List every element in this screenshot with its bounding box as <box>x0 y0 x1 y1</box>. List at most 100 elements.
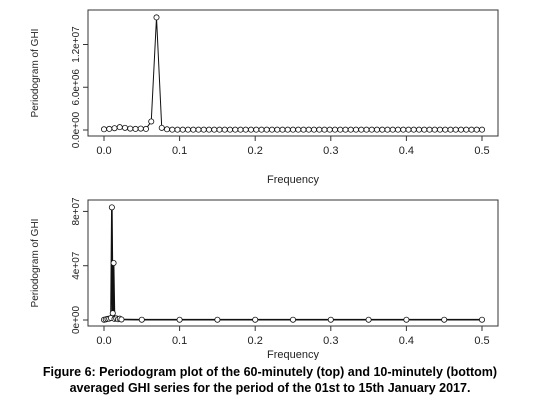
top-data-point <box>321 126 328 133</box>
top-x-ticks: 0.0 0.1 0.2 0.3 0.4 0.5 <box>96 136 490 157</box>
bottom-x-tick-label: 0.3 <box>323 335 338 347</box>
top-data-point <box>442 126 449 133</box>
caption-line-2: averaged GHI series for the period of th… <box>69 381 471 395</box>
top-data-point <box>310 126 317 133</box>
top-data-point <box>116 124 123 131</box>
top-data-point <box>274 126 281 133</box>
bottom-data-point <box>108 204 115 211</box>
top-data-point <box>295 126 302 133</box>
top-data-point <box>342 126 349 133</box>
top-data-point <box>253 126 260 133</box>
bottom-x-tick-label: 0.4 <box>399 335 414 347</box>
top-x-tick-label: 0.1 <box>172 145 187 157</box>
top-x-axis-label: Frequency <box>267 174 319 186</box>
bottom-data-point <box>478 316 485 323</box>
top-plot-frame <box>87 9 499 137</box>
top-x-tick-label: 0.5 <box>474 145 489 157</box>
top-data-point <box>106 125 113 132</box>
top-data-point <box>363 126 370 133</box>
top-data-point <box>400 126 407 133</box>
top-data-point <box>447 126 454 133</box>
top-data-point <box>326 126 333 133</box>
top-data-point <box>347 126 354 133</box>
top-data-point <box>232 126 239 133</box>
top-data-point <box>226 126 233 133</box>
figure-caption: Figure 6: Periodogram plot of the 60-min… <box>0 364 540 396</box>
bottom-x-tick-label: 0.1 <box>172 335 187 347</box>
bottom-data-point <box>289 316 296 323</box>
top-y-tick-label: 1.2e+07 <box>71 26 82 63</box>
top-data-point <box>331 126 338 133</box>
top-data-point <box>268 126 275 133</box>
top-data-point <box>305 126 312 133</box>
top-data-point <box>184 126 191 133</box>
bottom-x-tick-label: 0.0 <box>96 335 111 347</box>
top-x-tick-label: 0.4 <box>399 145 414 157</box>
bottom-data-point <box>110 259 117 266</box>
top-data-point <box>379 126 386 133</box>
top-data-point <box>473 126 480 133</box>
top-data-point <box>394 126 401 133</box>
top-data-point <box>205 126 212 133</box>
top-data-point <box>163 126 170 133</box>
figure-canvas: Periodogram of GHI Frequency 0.0 0.1 0.2 0.… <box>30 9 499 360</box>
top-data-point <box>426 126 433 133</box>
top-data-point <box>405 126 412 133</box>
top-periodogram-panel: Periodogram of GHI Frequency 0.0 0.1 0.2 0.… <box>30 9 499 186</box>
top-data-point <box>148 118 155 125</box>
top-y-tick-label: 0.0e+00 <box>71 111 82 148</box>
top-data-point <box>153 14 160 21</box>
bottom-data-point <box>214 316 221 323</box>
top-data-point <box>384 126 391 133</box>
bottom-data-point <box>109 310 116 317</box>
bottom-data-point <box>138 316 145 323</box>
caption-line-1: Figure 6: Periodogram plot of the 60-min… <box>42 365 498 379</box>
top-data-point <box>200 126 207 133</box>
top-series-line <box>103 17 482 131</box>
top-data-point <box>421 126 428 133</box>
bottom-x-tick-label: 0.2 <box>248 335 263 347</box>
bottom-x-axis-label: Frequency <box>267 349 319 360</box>
top-data-point <box>111 125 118 132</box>
top-data-point <box>463 126 470 133</box>
bottom-data-point <box>327 316 334 323</box>
top-data-point <box>289 126 296 133</box>
bottom-y-tick-label: 0e+00 <box>71 306 82 335</box>
bottom-series <box>101 204 485 323</box>
bottom-y-axis-label: Periodogram of GHI <box>30 219 41 308</box>
top-data-point <box>211 126 218 133</box>
top-y-ticks: 0.0e+00 6.0e+06 1.2e+07 <box>71 26 88 148</box>
top-data-point <box>137 125 144 132</box>
bottom-plot-frame <box>87 199 499 327</box>
top-data-point <box>410 126 417 133</box>
bottom-y-tick-label: 4e+07 <box>71 251 82 280</box>
top-data-point <box>195 126 202 133</box>
top-data-point <box>279 126 286 133</box>
bottom-periodogram-panel: Periodogram of GHI Frequency 0.0 0.1 0.2 0.… <box>30 197 499 360</box>
top-data-point <box>242 126 249 133</box>
top-y-axis-label: Periodogram of GHI <box>30 29 41 118</box>
top-data-point <box>263 126 270 133</box>
top-data-point <box>122 124 129 131</box>
top-y-tick-label: 6.0e+06 <box>71 69 82 106</box>
top-data-point <box>216 126 223 133</box>
top-data-point <box>431 126 438 133</box>
bottom-x-tick-label: 0.5 <box>474 335 489 347</box>
top-data-point <box>352 126 359 133</box>
top-data-point <box>478 126 485 133</box>
top-data-point <box>190 126 197 133</box>
bottom-data-point <box>176 316 183 323</box>
bottom-series-line <box>103 207 482 321</box>
top-data-point <box>337 126 344 133</box>
top-data-point <box>247 126 254 133</box>
top-series <box>101 14 485 133</box>
top-data-point <box>452 126 459 133</box>
bottom-data-point <box>403 316 410 323</box>
top-data-point <box>142 125 149 132</box>
top-data-point <box>101 126 108 133</box>
top-data-point <box>457 126 464 133</box>
top-data-point <box>221 126 228 133</box>
bottom-data-point <box>441 316 448 323</box>
bottom-x-ticks: 0.0 0.1 0.2 0.3 0.4 0.5 <box>96 326 490 347</box>
top-x-tick-label: 0.3 <box>323 145 338 157</box>
